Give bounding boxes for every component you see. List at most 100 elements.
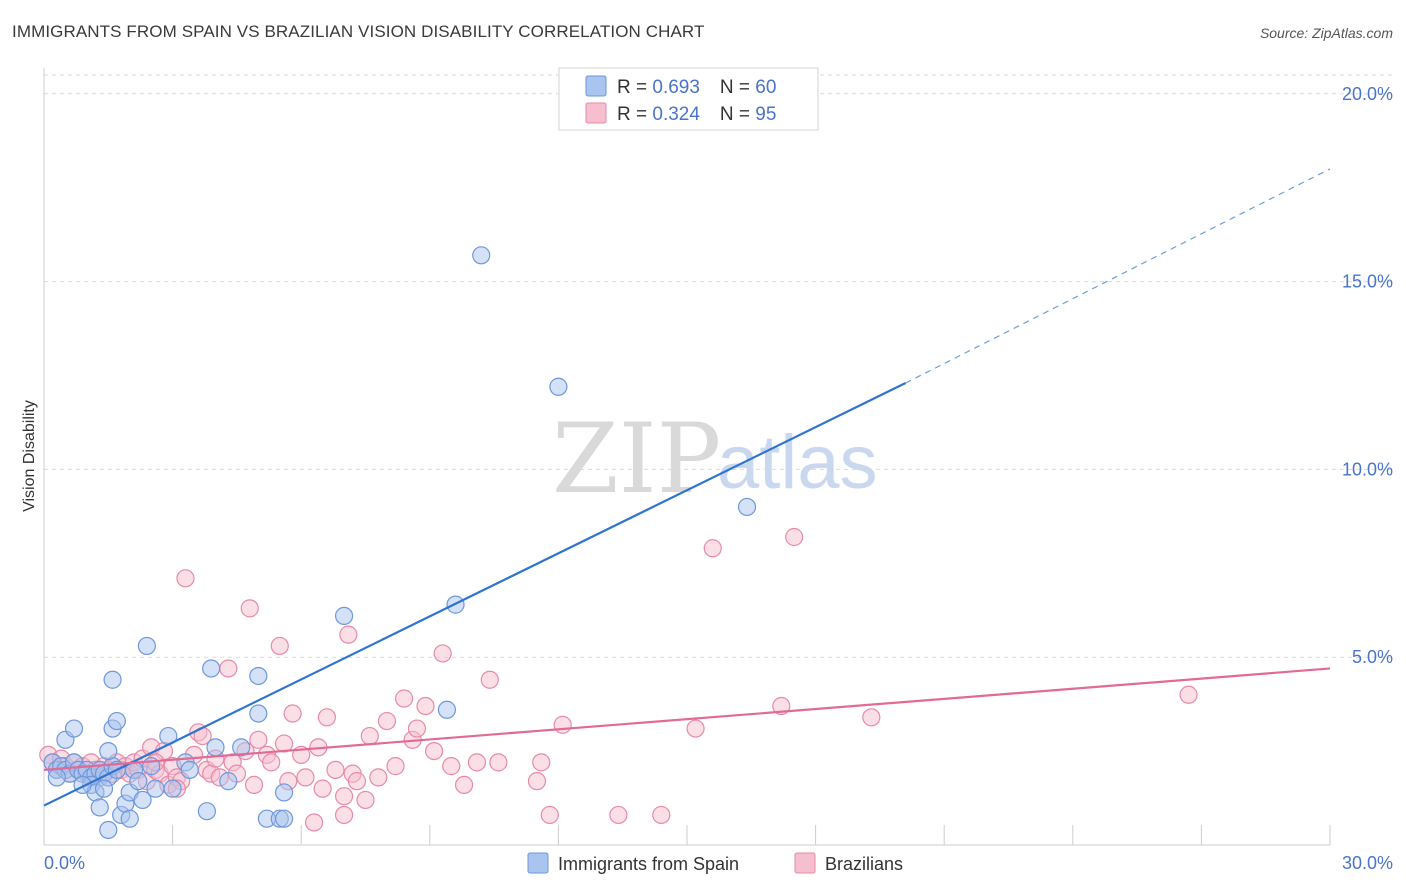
scatter-point-immigrants-from-spain — [180, 760, 199, 779]
scatter-point-immigrants-from-spain — [206, 738, 225, 757]
legend-r-value: 0.693 — [652, 77, 700, 98]
scatter-point-immigrants-from-spain — [99, 820, 118, 840]
legend-swatch-immigrants-from-spain — [527, 852, 549, 874]
x-tick-label-min: 0.0% — [44, 853, 85, 873]
trend-lines — [43, 168, 1331, 807]
scatter-point-brazilians — [467, 753, 487, 772]
legend-swatch-pink — [585, 102, 607, 124]
scatter-point-brazilians — [219, 659, 238, 678]
scatter-point-brazilians — [356, 790, 375, 810]
series-brazilians-points — [39, 527, 1198, 832]
scatter-point-immigrants-from-spain — [249, 666, 268, 686]
scatter-point-immigrants-from-spain — [437, 700, 457, 719]
scatter-point-brazilians — [369, 768, 388, 787]
scatter-point-brazilians — [334, 787, 354, 806]
scatter-point-immigrants-from-spain — [737, 497, 757, 517]
scatter-point-brazilians — [296, 768, 315, 787]
chart-title: IMMIGRANTS FROM SPAIN VS BRAZILIAN VISIO… — [12, 22, 705, 41]
scatter-point-brazilians — [347, 772, 367, 791]
axes — [43, 68, 1331, 846]
scatter-point-immigrants-from-spain — [232, 738, 251, 757]
scatter-point-immigrants-from-spain — [129, 772, 148, 791]
scatter-point-immigrants-from-spain — [202, 659, 221, 678]
scatter-point-immigrants-from-spain — [133, 790, 152, 810]
scatter-point-brazilians — [270, 636, 289, 656]
scatter-point-immigrants-from-spain — [163, 779, 182, 798]
legend-swatch-blue — [585, 75, 607, 97]
x-tick-label-max: 30.0% — [1342, 853, 1393, 873]
legend-r-value: 0.324 — [652, 104, 700, 125]
scatter-point-brazilians — [424, 741, 444, 761]
legend-n-label: N = — [720, 77, 755, 98]
scatter-point-brazilians — [304, 813, 324, 832]
scatter-point-brazilians — [454, 775, 474, 795]
y-tick-label: 10.0% — [1342, 459, 1393, 479]
legend-label-immigrants-from-spain: Immigrants from Spain — [558, 854, 739, 874]
scatter-point-brazilians — [394, 689, 414, 708]
trend-extension-immigrants-from-spain — [905, 168, 1331, 384]
scatter-point-immigrants-from-spain — [137, 636, 156, 656]
scatter-point-immigrants-from-spain — [249, 704, 268, 723]
scatter-point-brazilians — [339, 625, 358, 644]
scatter-point-brazilians — [772, 696, 791, 716]
scatter-point-brazilians — [386, 757, 405, 776]
legend-swatch-brazilians — [794, 852, 816, 874]
scatter-point-immigrants-from-spain — [64, 719, 84, 738]
scatter-point-brazilians — [540, 805, 559, 825]
scatter-point-immigrants-from-spain — [219, 772, 238, 791]
y-tick-labels: 5.0% 10.0% 15.0% 20.0% — [1342, 84, 1393, 667]
scatter-point-immigrants-from-spain — [197, 802, 216, 821]
y-tick-label: 15.0% — [1342, 272, 1393, 292]
scatter-point-brazilians — [377, 711, 397, 731]
scatter-point-immigrants-from-spain — [120, 809, 139, 828]
scatter-point-brazilians — [283, 704, 302, 723]
scatter-point-brazilians — [313, 779, 332, 798]
scatter-point-brazilians — [240, 599, 259, 618]
scatter-point-immigrants-from-spain — [107, 711, 126, 731]
scatter-point-brazilians — [334, 805, 354, 825]
scatter-point-brazilians — [532, 753, 551, 772]
y-tick-label: 20.0% — [1342, 84, 1393, 104]
trend-line-brazilians — [43, 667, 1331, 771]
legend-r-label: R = — [617, 77, 652, 98]
legend-n-label: N = — [720, 104, 755, 125]
legend-n-value: 60 — [755, 77, 776, 98]
legend-row-2: R = 0.324 N = 95 — [617, 104, 776, 125]
scatter-point-brazilians — [862, 708, 881, 727]
scatter-point-brazilians — [652, 805, 671, 825]
legend-n-value: 95 — [755, 104, 776, 125]
scatter-point-brazilians — [489, 753, 508, 772]
correlation-legend: R = 0.693 N = 60 R = 0.324 N = 95 — [558, 67, 819, 131]
watermark-zip: ZIP — [552, 403, 721, 515]
scatter-point-immigrants-from-spain — [94, 779, 114, 798]
scatter-point-brazilians — [433, 644, 452, 663]
scatter-point-brazilians — [360, 726, 379, 746]
y-tick-label: 5.0% — [1352, 647, 1393, 667]
scatter-point-brazilians — [407, 719, 427, 738]
y-axis-label: Vision Disability — [21, 400, 38, 512]
scatter-point-brazilians — [442, 757, 461, 776]
scatter-point-brazilians — [785, 527, 804, 547]
scatter-point-immigrants-from-spain — [103, 670, 122, 689]
scatter-point-immigrants-from-spain — [549, 377, 568, 396]
scatter-point-immigrants-from-spain — [99, 741, 118, 761]
scatter-point-brazilians — [416, 696, 435, 716]
scatter-point-brazilians — [274, 734, 294, 753]
legend-label-brazilians: Brazilians — [825, 854, 903, 874]
scatter-point-brazilians — [249, 730, 268, 749]
scatter-point-brazilians — [176, 569, 195, 588]
source-credit: Source: ZipAtlas.com — [1259, 25, 1393, 41]
scatter-point-immigrants-from-spain — [47, 768, 66, 787]
scatter-point-brazilians — [1179, 685, 1198, 704]
scatter-point-brazilians — [244, 775, 264, 795]
scatter-point-brazilians — [609, 805, 628, 825]
legend-row-1: R = 0.693 N = 60 — [617, 77, 776, 98]
scatter-point-brazilians — [703, 539, 722, 558]
scatter-point-brazilians — [553, 715, 572, 734]
scatter-point-immigrants-from-spain — [90, 798, 109, 817]
scatter-point-immigrants-from-spain — [146, 779, 165, 798]
legend-r-label: R = — [617, 104, 652, 125]
scatter-point-brazilians — [527, 772, 547, 791]
scatter-point-immigrants-from-spain — [334, 606, 354, 625]
